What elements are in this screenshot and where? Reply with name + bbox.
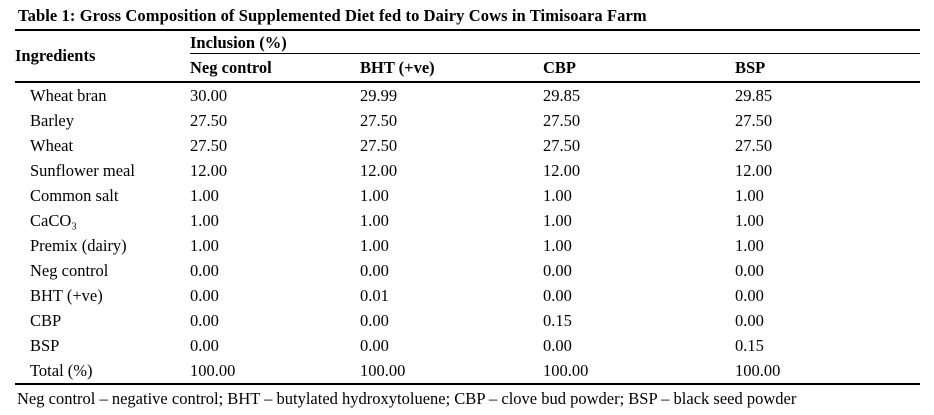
ingredient-label: Common salt (30, 185, 119, 205)
ingredient-label: Premix (dairy) (30, 235, 127, 255)
table-row: Wheat 27.50 27.50 27.50 27.50 (15, 133, 920, 158)
table-row: Premix (dairy) 1.00 1.00 1.00 1.00 (15, 233, 920, 258)
ingredient-label: CBP (30, 310, 62, 330)
cell-value: 100.00 (360, 358, 543, 385)
table-footnote: Neg control – negative control; BHT – bu… (17, 389, 797, 408)
cell-value: 1.00 (543, 235, 572, 255)
ingredient-label: BSP (30, 335, 60, 355)
cell-value: 0.00 (360, 335, 389, 355)
ingredient-label: Neg control (30, 260, 109, 280)
table-row: CBP 0.00 0.00 0.15 0.00 (15, 308, 920, 333)
cell-value: 0.00 (190, 310, 219, 330)
cell-value: 1.00 (735, 210, 764, 230)
table-header: Ingredients Inclusion (%) Neg control BH… (15, 31, 921, 83)
cell-value: 0.00 (190, 260, 219, 280)
cell-value: 0.01 (360, 285, 389, 305)
ingredient-label: BHT (+ve) (30, 285, 103, 305)
cell-value: 1.00 (360, 185, 389, 205)
column-header-bsp: BSP (735, 53, 921, 83)
cell-value: 1.00 (190, 235, 219, 255)
cell-value: 1.00 (735, 235, 764, 255)
table-row: Sunflower meal 12.00 12.00 12.00 12.00 (15, 158, 920, 183)
cell-value: 30.00 (190, 85, 228, 105)
cell-value: 27.50 (360, 135, 398, 155)
ingredient-label: Sunflower meal (30, 160, 135, 180)
cell-value: 100.00 (543, 358, 735, 385)
cell-value: 29.85 (735, 85, 773, 105)
table-row: Common salt 1.00 1.00 1.00 1.00 (15, 183, 920, 208)
header-row-treatments: Neg control BHT (+ve) CBP BSP (15, 53, 921, 83)
cell-value: 100.00 (190, 358, 360, 385)
cell-value: 0.00 (543, 335, 572, 355)
cell-value: 1.00 (735, 185, 764, 205)
cell-value: 1.00 (360, 210, 389, 230)
column-header-cbp: CBP (543, 53, 735, 83)
cell-value: 0.00 (543, 260, 572, 280)
column-header-bht: BHT (+ve) (360, 53, 543, 83)
table-body: Wheat bran 30.00 29.99 29.85 29.85 Barle… (15, 82, 921, 385)
column-header-ingredients: Ingredients (15, 31, 190, 83)
cell-value: 27.50 (360, 110, 398, 130)
cell-value: 12.00 (735, 160, 773, 180)
cell-value: 29.99 (360, 85, 398, 105)
cell-value: 27.50 (543, 135, 581, 155)
cell-value: 0.00 (735, 260, 764, 280)
cell-value: 0.00 (543, 285, 572, 305)
cell-value: 0.00 (190, 335, 219, 355)
ingredient-label: Total (%) (15, 358, 190, 385)
cell-value: 1.00 (190, 210, 219, 230)
table-row: Wheat bran 30.00 29.99 29.85 29.85 (15, 82, 920, 108)
diet-composition-table: Ingredients Inclusion (%) Neg control BH… (15, 31, 921, 385)
cell-value: 100.00 (735, 358, 921, 385)
ingredient-label: CaCO₃ (30, 210, 78, 230)
column-group-header-inclusion: Inclusion (%) (190, 31, 921, 54)
cell-value: 0.00 (360, 310, 389, 330)
cell-value: 27.50 (543, 110, 581, 130)
cell-value: 0.15 (543, 310, 572, 330)
table-row: Barley 27.50 27.50 27.50 27.50 (15, 108, 920, 133)
table-row: BHT (+ve) 0.00 0.01 0.00 0.00 (15, 283, 920, 308)
cell-value: 29.85 (543, 85, 581, 105)
cell-value: 0.00 (360, 260, 389, 280)
cell-value: 27.50 (190, 135, 228, 155)
cell-value: 12.00 (543, 160, 581, 180)
cell-value: 1.00 (190, 185, 219, 205)
ingredient-label: Wheat (30, 135, 74, 155)
cell-value: 27.50 (735, 135, 773, 155)
cell-value: 0.00 (735, 310, 764, 330)
cell-value: 1.00 (543, 185, 572, 205)
cell-value: 1.00 (360, 235, 389, 255)
table-row: Neg control 0.00 0.00 0.00 0.00 (15, 258, 920, 283)
cell-value: 0.00 (190, 285, 219, 305)
cell-value: 27.50 (190, 110, 228, 130)
table-title: Table 1: Gross Composition of Supplement… (15, 5, 920, 31)
cell-value: 1.00 (543, 210, 572, 230)
ingredient-label: Barley (30, 110, 74, 130)
table-row: BSP 0.00 0.00 0.00 0.15 (15, 333, 920, 358)
cell-value: 12.00 (360, 160, 398, 180)
cell-value: 0.15 (735, 335, 764, 355)
table-row: CaCO₃ 1.00 1.00 1.00 1.00 (15, 208, 920, 233)
cell-value: 27.50 (735, 110, 773, 130)
cell-value: 0.00 (735, 285, 764, 305)
table-row-total: Total (%) 100.00 100.00 100.00 100.00 (15, 358, 921, 385)
column-header-neg-control: Neg control (190, 53, 360, 83)
cell-value: 12.00 (190, 160, 228, 180)
ingredient-label: Wheat bran (30, 85, 107, 105)
header-row-inclusion: Ingredients Inclusion (%) (15, 31, 921, 83)
